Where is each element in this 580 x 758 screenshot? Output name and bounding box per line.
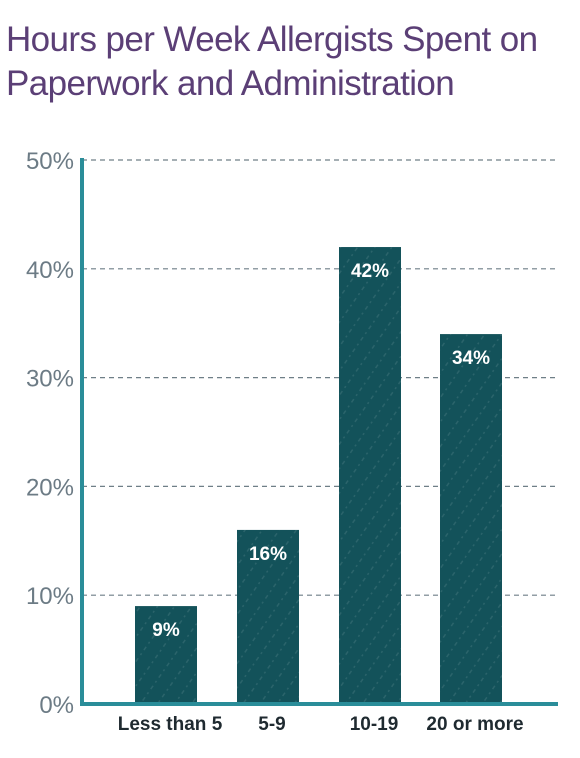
y-tick-label: 40% bbox=[26, 257, 74, 284]
data-label: 16% bbox=[249, 544, 287, 565]
axes bbox=[80, 158, 558, 706]
data-label: 42% bbox=[351, 261, 389, 282]
y-tick-label: 20% bbox=[26, 474, 74, 501]
x-tick-label: 20 or more bbox=[426, 714, 523, 735]
x-tick-label: Less than 5 bbox=[118, 714, 223, 735]
bar-texture bbox=[339, 247, 401, 705]
x-tick-label: 5-9 bbox=[258, 714, 285, 735]
chart-title: Hours per Week Allergists Spent on Paper… bbox=[6, 20, 538, 103]
y-tick-label: 50% bbox=[26, 148, 74, 175]
labels: 0% 10% 20% 30% 40% 50% 9% Less than 5 16% 5-9 42% 1… bbox=[26, 148, 524, 735]
bar-texture bbox=[135, 606, 197, 704]
x-tick-label: 10-19 bbox=[350, 714, 399, 735]
y-tick-label: 10% bbox=[26, 583, 74, 610]
y-tick-label: 30% bbox=[26, 366, 74, 393]
bar-texture bbox=[440, 334, 502, 704]
bars bbox=[135, 247, 502, 705]
data-label: 34% bbox=[452, 348, 490, 369]
bar-texture bbox=[237, 529, 299, 704]
data-label: 9% bbox=[152, 620, 180, 641]
y-tick-label: 0% bbox=[39, 692, 74, 719]
